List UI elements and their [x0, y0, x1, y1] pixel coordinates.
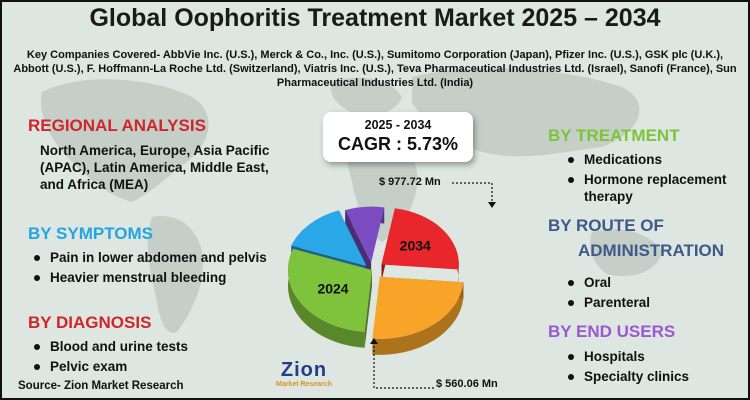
list-item: Hormone replacement therapy — [562, 171, 742, 205]
list-item: Heavier menstrual bleeding — [28, 269, 278, 286]
key-companies-text: Key Companies Covered- AbbVie Inc. (U.S.… — [13, 49, 737, 89]
pie-slice-label: 2034 — [400, 237, 431, 253]
annotation-2024-value: $ 560.06 Mn — [436, 378, 498, 390]
regional-analysis-text: North America, Europe, Asia Pacific (APA… — [40, 143, 270, 192]
treatment-list: Medications Hormone replacement therapy — [562, 151, 742, 208]
logo-tagline: Market Research — [275, 381, 333, 388]
list-item: Parenteral — [562, 294, 742, 311]
pie-chart: 2034 2024 — [288, 182, 496, 389]
cagr-years: 2025 - 2034 — [364, 118, 432, 132]
pie-slice-side — [288, 248, 365, 348]
end-users-list: Hospitals Specialty clinics — [562, 348, 742, 388]
end-users-heading: BY END USERS — [548, 322, 676, 341]
arrow-2024-icon — [370, 338, 378, 344]
regional-analysis-heading: REGIONAL ANALYSIS — [28, 116, 206, 135]
diagnosis-list: Blood and urine tests Pelvic exam — [28, 338, 278, 378]
treatment-heading: BY TREATMENT — [548, 126, 680, 145]
pie-slice-wall — [364, 270, 372, 348]
arrow-2034-icon — [488, 202, 496, 208]
pie-slice — [372, 276, 464, 339]
pie-slice-label: 2024 — [317, 280, 348, 296]
pie-slice-side — [372, 282, 464, 355]
route-list: Oral Parenteral — [562, 274, 742, 314]
list-item: Medications — [562, 151, 742, 168]
annotation-2034-value: $ 977.72 Mn — [379, 176, 441, 188]
symptoms-heading: BY SYMPTOMS — [28, 224, 154, 243]
leader-line-2024 — [373, 342, 434, 389]
cagr-box: 2025 - 2034 CAGR : 5.73% — [323, 112, 473, 162]
list-item: Specialty clinics — [562, 368, 742, 385]
list-item: Pain in lower abdomen and pelvis — [28, 249, 278, 266]
logo-name: Zion — [280, 359, 328, 381]
page-title: Global Oophoritis Treatment Market 2025 … — [89, 4, 661, 32]
list-item: Pelvic exam — [28, 358, 278, 375]
pie-slice — [288, 248, 372, 332]
pie-slice — [345, 206, 385, 263]
source-text: Source- Zion Market Research — [18, 380, 184, 392]
pie-slice-wall — [345, 210, 372, 279]
list-item: Oral — [562, 274, 742, 291]
route-heading-line1: BY ROUTE OF — [548, 216, 664, 235]
route-heading-line2: ADMINISTRATION — [578, 241, 725, 260]
list-item: Hospitals — [562, 348, 742, 365]
pie-slice — [291, 210, 367, 266]
zion-logo: Zion Market Research — [264, 360, 344, 398]
symptoms-list: Pain in lower abdomen and pelvis Heavier… — [28, 249, 278, 289]
list-item: Blood and urine tests — [28, 338, 278, 355]
cagr-value: CAGR : 5.73% — [337, 134, 459, 154]
diagnosis-heading: BY DIAGNOSIS — [28, 313, 152, 332]
leader-line-2034 — [452, 182, 493, 204]
pie-slice — [381, 208, 459, 270]
